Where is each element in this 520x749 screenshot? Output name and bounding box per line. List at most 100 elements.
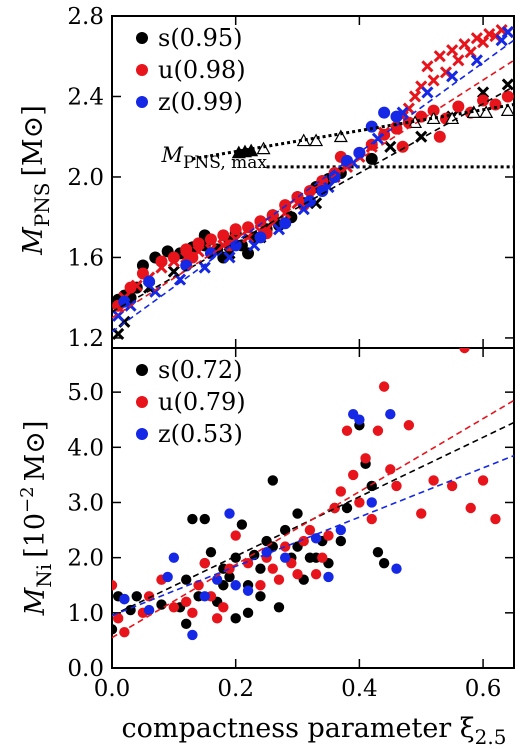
ni-series-s-0-72- [112,420,390,635]
data-point [168,602,180,613]
ni-fit-line-z [112,454,514,617]
data-point [372,546,384,558]
data-point [365,120,378,133]
data-point-cross [427,74,440,87]
data-point-cross [470,32,483,45]
legend-label: s(0.95) [158,24,242,52]
data-point-cross [421,60,434,73]
data-point [181,596,192,607]
data-point-cross [167,255,180,268]
data-point [273,574,285,585]
data-point [385,464,396,475]
data-point [477,475,489,486]
data-point [249,549,260,561]
pns-max-triangle [333,129,348,143]
data-point [143,591,155,602]
data-point [229,223,242,236]
data-point [354,414,365,425]
data-point-cross [470,54,483,67]
data-point [199,557,210,569]
data-point-cross [297,203,310,216]
data-point [255,580,266,591]
data-point [391,563,402,574]
pns-fit-line-s [112,85,514,313]
data-point-cross [322,180,335,194]
data-point-cross [192,245,205,258]
pns-plot-area [112,24,514,340]
data-point [366,497,377,508]
data-point [310,569,322,580]
data-point [341,425,353,436]
data-point [348,469,359,481]
data-point [168,552,180,563]
data-point [403,420,415,431]
data-point [323,530,334,541]
legend-marker [136,64,148,76]
ni-y-tick-label: 4.0 [67,435,104,461]
data-point [279,541,291,552]
legend-marker [136,32,148,44]
data-point [131,591,142,602]
data-point [217,229,230,242]
ni-x-tick-label: 0.4 [341,676,378,702]
pns-max-triangle [479,105,494,118]
pns-fit-line-m-pns-max-trend [192,103,514,161]
ni-y-tick-label: 1.0 [67,601,104,627]
legend-marker [136,364,148,376]
data-point [489,98,502,111]
data-point [310,533,322,544]
pns-y-tick-label: 2.4 [67,84,104,110]
data-point [391,480,402,492]
pns-y-tick-label: 1.6 [67,245,104,271]
pns-max-annotation: MPNS, max [160,143,267,173]
data-point-cross [439,66,453,79]
data-point-cross [272,223,286,236]
data-point-cross [248,239,261,252]
data-point-cross [223,251,236,264]
data-point [205,546,217,558]
data-point-cross [421,86,434,99]
data-point-cross [396,106,409,119]
data-point [360,453,371,464]
data-point-cross [384,140,397,153]
data-point [112,624,118,635]
data-point [224,508,235,519]
pns-max-triangle [500,103,514,116]
legend-marker [136,428,148,440]
data-point [242,557,254,569]
pns-fit-line-z [112,39,514,333]
ni-series-z-0-53- [119,409,402,641]
pns-y-axis-label: MPNS[M⊙] [18,105,54,256]
data-point [335,535,347,547]
ni-plot-frame [111,347,515,669]
data-point [323,571,334,583]
data-point [365,152,378,165]
legend-label: s(0.72) [158,356,242,384]
data-point [230,613,241,624]
data-point [372,425,384,436]
data-point [433,130,446,143]
data-point [255,591,266,602]
data-point [119,593,130,605]
pns-y-tick-label: 2.8 [67,4,104,30]
data-point [156,599,167,610]
nickel-mass-panel: 0.0 1.0 2.0 3.0 4.0 5.0 0.0 0.2 0.4 0.6 s(0.72) u(0… [67,347,515,702]
pns-legend: s(0.95) u(0.98) z(0.99) [136,24,246,116]
ni-y-tick-label: 5.0 [67,380,104,406]
data-point [187,513,198,525]
ni-y-tick-label: 0.0 [67,656,104,682]
data-point [396,140,409,153]
data-point [427,104,440,117]
data-point-cross [130,279,143,292]
data-point [211,613,223,624]
ni-legend: s(0.72) u(0.79) z(0.53) [136,356,246,448]
data-point [416,508,427,519]
data-point-cross [452,54,465,67]
data-point [378,557,390,569]
legend-marker [136,96,148,108]
data-point-cross [501,26,514,39]
data-point [446,480,458,492]
data-point [341,502,353,514]
data-point [292,508,303,519]
